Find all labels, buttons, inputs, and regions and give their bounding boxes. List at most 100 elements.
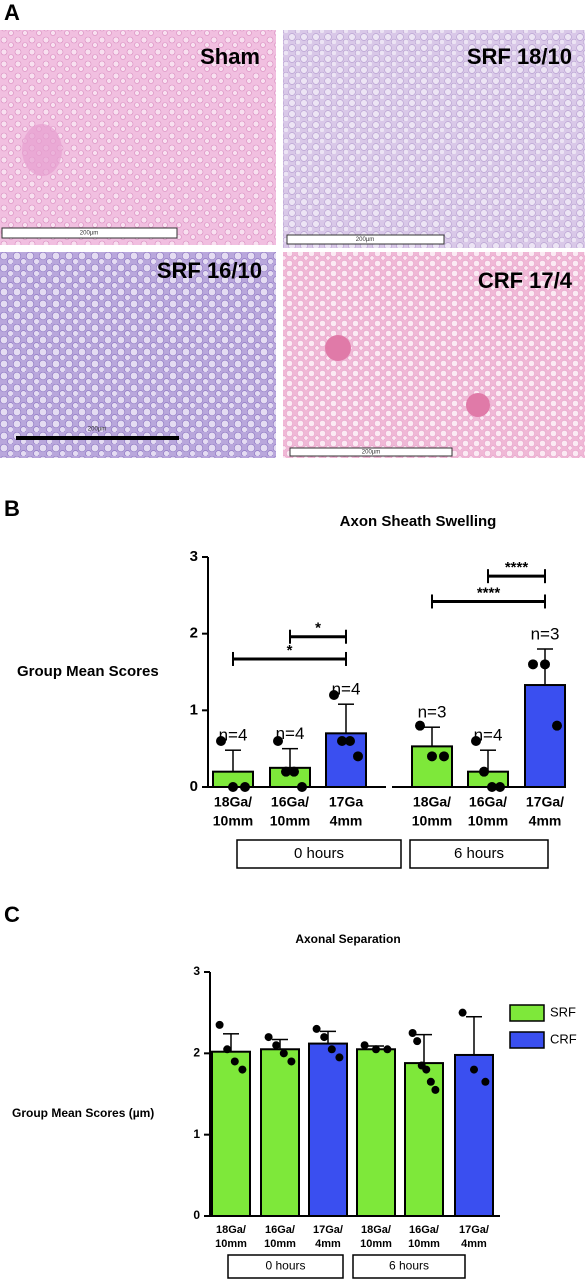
bar [211, 1050, 251, 1217]
data-point [422, 1065, 431, 1074]
data-point [552, 720, 562, 731]
image-title: Sham [200, 44, 260, 69]
scale-label: 200µm [356, 237, 374, 243]
data-point [345, 736, 355, 746]
y-tick-label: 0 [193, 1208, 200, 1222]
legend-label: CRF [550, 1031, 577, 1046]
data-point [297, 782, 307, 792]
scale-label: 200µm [362, 450, 380, 456]
group-box [409, 839, 549, 869]
data-point [228, 782, 238, 792]
x-tick-label: 17Ga [329, 794, 363, 810]
n-label: n=3 [531, 624, 560, 643]
x-tick-label: 10mm [412, 813, 452, 829]
chart-title: Axonal Separation [295, 932, 400, 946]
data-point [372, 1045, 380, 1054]
data-point [312, 1024, 321, 1033]
image-title: SRF 18/10 [467, 44, 572, 69]
data-point [320, 1033, 329, 1042]
data-point [360, 1041, 369, 1050]
y-tick-label: 3 [193, 964, 200, 978]
x-tick-label: 16Ga/ [271, 794, 309, 810]
group-label: 6 hours [454, 845, 504, 862]
data-point [273, 736, 283, 746]
panel-label: A [4, 0, 20, 25]
scale-bar [289, 447, 453, 457]
legend-swatch [509, 1004, 545, 1022]
data-point [481, 1077, 490, 1086]
y-axis-label: Group Mean Scores [17, 663, 159, 680]
histology-image [283, 30, 585, 248]
data-point [495, 782, 505, 792]
data-point [479, 766, 489, 777]
significance-label: **** [505, 559, 529, 576]
n-label: n=4 [474, 726, 503, 745]
data-point [487, 782, 497, 792]
image-title: CRF 17/4 [478, 268, 573, 293]
data-point [335, 1053, 344, 1062]
data-point [327, 1045, 336, 1054]
data-point [215, 1020, 224, 1029]
bar [356, 1048, 396, 1218]
x-tick-label: 16Ga/ [265, 1224, 295, 1236]
y-tick-label: 2 [190, 625, 198, 642]
x-tick-label: 4mm [315, 1238, 341, 1250]
x-tick-label: 16Ga/ [409, 1224, 439, 1236]
x-tick-label: 4mm [529, 813, 562, 829]
data-point [272, 1041, 281, 1050]
data-point [383, 1045, 392, 1054]
x-tick-label: 10mm [215, 1238, 247, 1250]
x-tick-label: 10mm [264, 1238, 296, 1250]
n-label: n=4 [276, 724, 305, 743]
n-label: n=3 [418, 703, 447, 722]
x-tick-label: 4mm [461, 1238, 487, 1250]
bar [524, 684, 566, 788]
data-point [216, 736, 226, 746]
x-tick-label: 18Ga/ [361, 1224, 391, 1236]
data-point [264, 1033, 273, 1042]
x-tick-label: 4mm [330, 813, 363, 829]
axis-break [386, 783, 392, 791]
data-point [470, 1065, 478, 1074]
data-point [408, 1029, 417, 1037]
x-tick-label: 17Ga/ [526, 794, 564, 810]
y-tick-label: 0 [190, 778, 198, 795]
data-point [415, 720, 425, 731]
data-point [431, 1085, 440, 1094]
x-tick-label: 10mm [468, 813, 508, 829]
y-tick-label: 1 [190, 701, 198, 718]
y-axis-label: Group Mean Scores (µm) [12, 1106, 154, 1120]
image-title: SRF 16/10 [157, 258, 262, 283]
scale-bar [286, 234, 445, 245]
group-label: 6 hours [389, 1259, 429, 1273]
vessel [466, 393, 490, 417]
x-tick-label: 10mm [213, 813, 253, 829]
chart-title: Axon Sheath Swelling [340, 513, 497, 530]
x-tick-label: 10mm [408, 1238, 440, 1250]
histology-image [0, 252, 276, 458]
data-point [281, 766, 291, 777]
n-label: n=4 [332, 680, 361, 699]
legend-label: SRF [550, 1004, 576, 1019]
x-tick-label: 17Ga/ [313, 1224, 343, 1236]
x-tick-label: 17Ga/ [459, 1224, 489, 1236]
data-point [289, 766, 299, 777]
scale-bar [1, 227, 178, 239]
panel-label: B [4, 496, 20, 521]
bar [260, 1048, 300, 1218]
scale-label: 200µm [80, 231, 98, 237]
data-point [439, 751, 449, 762]
group-box [227, 1254, 344, 1279]
data-point [413, 1037, 422, 1046]
vessel [325, 335, 351, 361]
x-tick-label: 18Ga/ [216, 1224, 246, 1236]
data-point [230, 1057, 239, 1066]
x-tick-label: 18Ga/ [214, 794, 252, 810]
x-tick-label: 16Ga/ [469, 794, 507, 810]
legend-swatch [509, 1031, 545, 1049]
data-point [427, 751, 437, 762]
vessel [22, 124, 62, 176]
x-tick-label: 10mm [360, 1238, 392, 1250]
data-point [540, 659, 550, 670]
panel-label: C [4, 902, 20, 927]
